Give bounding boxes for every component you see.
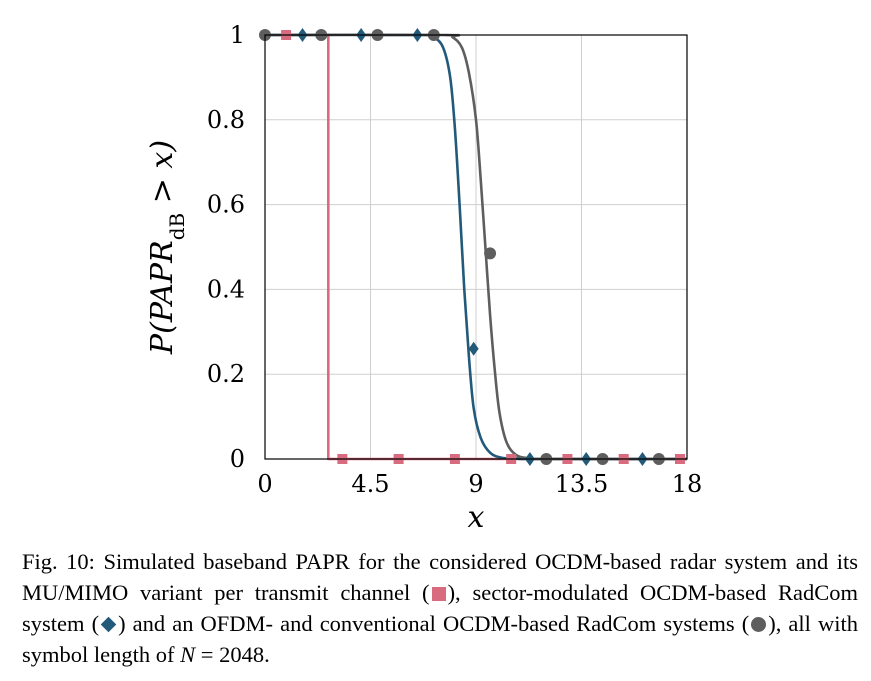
caption-text-1: Fig. 10: Simulated baseband PAPR for the… [22,549,858,605]
y-tick-label: 0 [230,445,245,473]
gray-circle-legend-icon [751,617,767,632]
y-axis-label: P(PAPRdB > x) [145,140,189,355]
y-axis-label-tail: > x) [145,140,180,213]
tick-labels: 0 4.5 9 13.5 18 0 0.2 0.4 0.6 0.8 1 [207,21,702,498]
caption-text-4: ), all with symbol length of [22,611,858,667]
caption-text-3: ) and an OFDM- and conventional OCDM-bas… [118,611,750,636]
x-tick-label: 0 [257,470,272,498]
diamond-marker [468,341,479,356]
y-tick-label: 0.4 [207,275,245,303]
y-axis-label-main: P(PAPR [145,240,180,355]
x-tick-label: 13.5 [555,470,608,498]
papr-chart: 0 4.5 9 13.5 18 0 0.2 0.4 0.6 0.8 1 x P(PAPRdB > x… [145,21,702,535]
y-tick-label: 0.8 [207,106,245,134]
y-tick-label: 1 [230,21,245,49]
caption-text-2: ), sector-modulated OCDM-based RadCom sy… [22,580,858,636]
x-tick-label: 4.5 [351,470,389,498]
caption-text-5: . [264,642,270,667]
plot-frame [264,34,688,460]
series-line-circle [264,33,688,461]
caption-math-eq: = 2048 [195,642,265,667]
x-tick-label: 18 [672,470,703,498]
y-tick-label: 0.2 [207,360,245,388]
caption-math-N: N [180,642,196,667]
circle-marker [484,247,497,260]
pink-square-legend-icon [431,587,446,601]
figure-caption: Fig. 10: Simulated baseband PAPR for the… [22,546,858,670]
x-tick-label: 9 [468,470,483,498]
y-axis-label-sub: dB [165,213,189,241]
blue-diamond-legend-icon [100,616,117,633]
x-axis-label: x [468,500,485,535]
y-tick-label: 0.6 [207,191,245,219]
